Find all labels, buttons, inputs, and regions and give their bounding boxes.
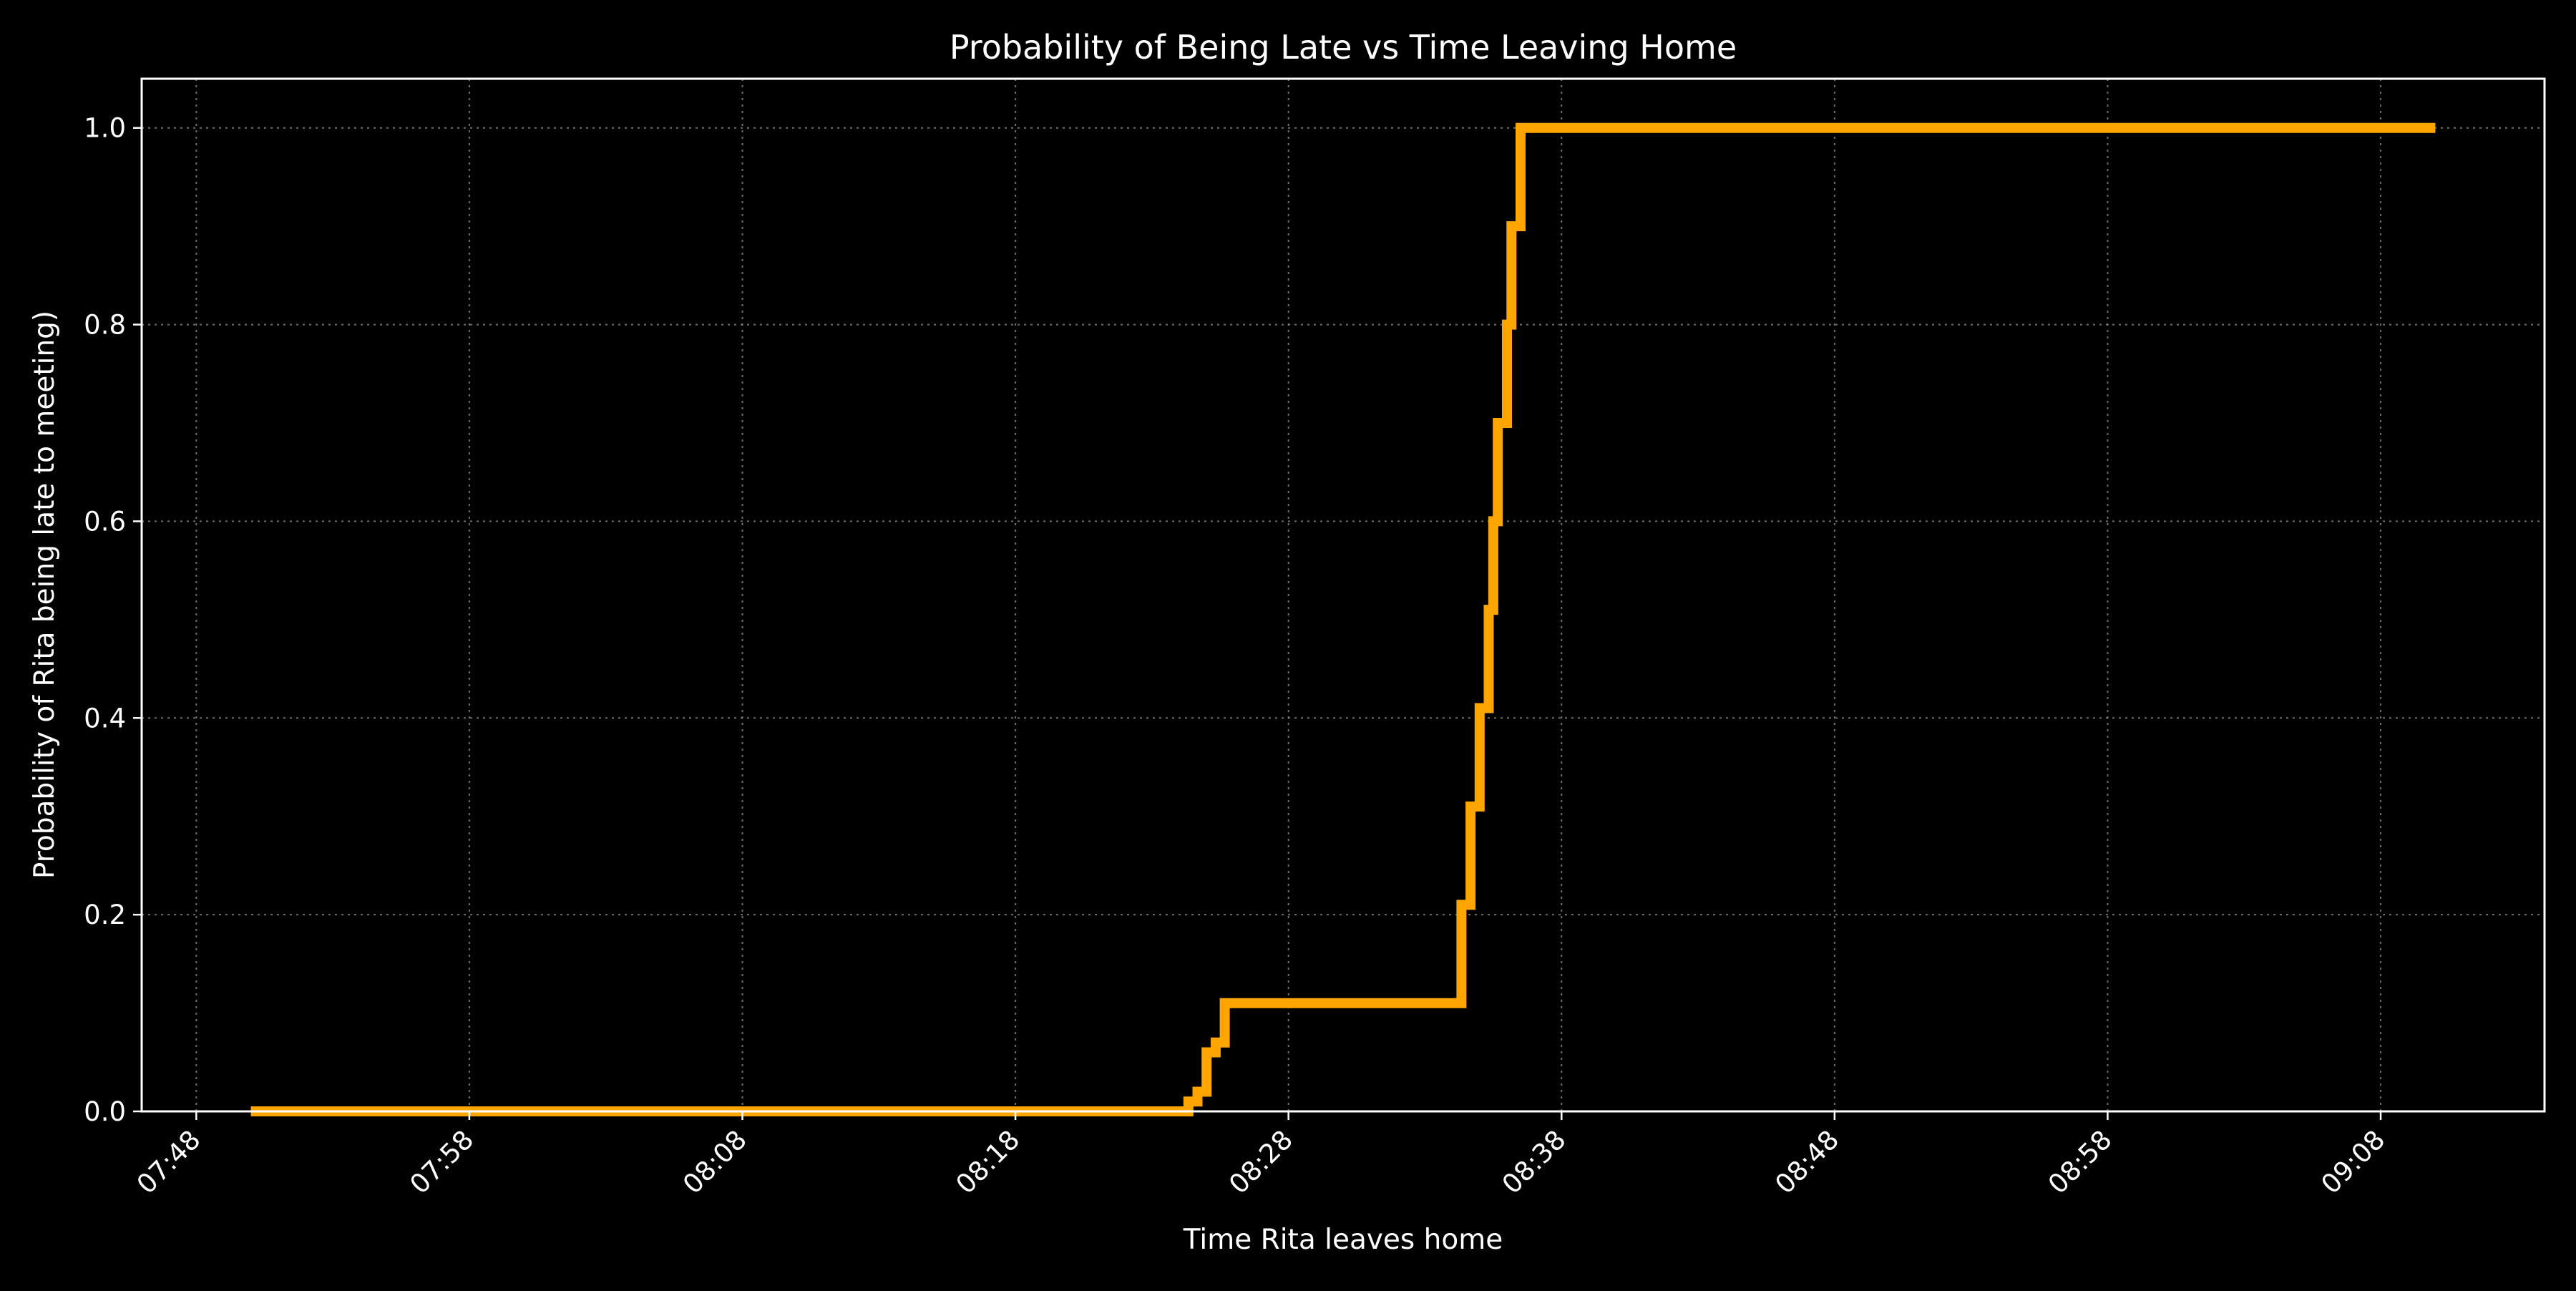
data-layer	[250, 122, 2436, 1116]
x-tick-label: 08:58	[2042, 1124, 2118, 1200]
y-axis-title: Probability of Rita being late to meetin…	[29, 311, 61, 879]
y-tick-label: 0.6	[84, 506, 126, 537]
x-tick-label: 08:28	[1223, 1124, 1299, 1200]
x-tick-label: 09:08	[2316, 1124, 2391, 1200]
y-tick-label: 1.0	[84, 113, 126, 144]
plot-background	[142, 79, 2545, 1111]
series-line-0	[250, 122, 2436, 1116]
x-axis-title: Time Rita leaves home	[1183, 1224, 1503, 1256]
x-tick-label: 08:38	[1496, 1124, 1572, 1200]
plot-frame	[140, 77, 2546, 1113]
chart-title: Probability of Being Late vs Time Leavin…	[950, 28, 1737, 67]
y-tick-label: 0.8	[84, 310, 126, 341]
x-tick-label: 07:58	[404, 1124, 479, 1200]
x-tick-label: 08:48	[1769, 1124, 1845, 1200]
x-tick-label: 08:18	[950, 1124, 1026, 1200]
x-tick-label: 07:48	[131, 1124, 207, 1200]
y-tick-label: 0.0	[84, 1096, 126, 1127]
y-tick-label: 0.2	[84, 900, 126, 930]
x-tick-label: 08:08	[677, 1124, 753, 1200]
y-tick-label: 0.4	[84, 703, 126, 734]
